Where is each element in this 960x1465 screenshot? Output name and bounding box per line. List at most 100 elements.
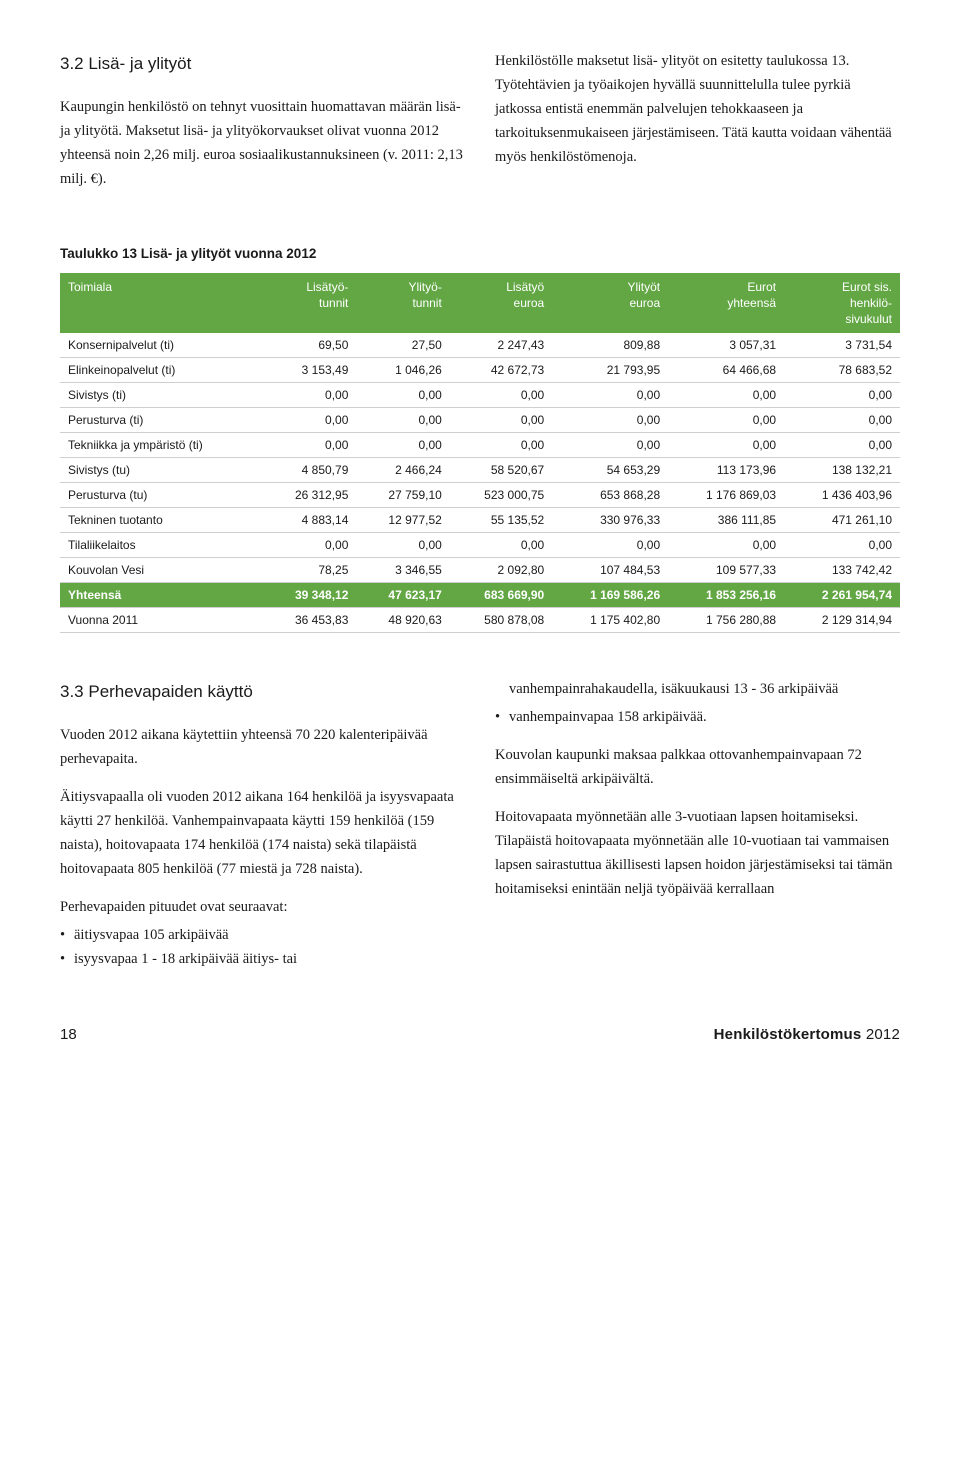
table-cell: 0,00 [450, 408, 552, 433]
table-cell: 1 176 869,03 [668, 483, 784, 508]
table-cell: 0,00 [263, 433, 356, 458]
table-header-cell: Lisätyö-tunnit [263, 273, 356, 334]
table-cell: Perusturva (ti) [60, 408, 263, 433]
table-cell: Kouvolan Vesi [60, 558, 263, 583]
table-cell: 1 169 586,26 [552, 583, 668, 608]
table-header-cell: Ylityö-tunnit [356, 273, 449, 334]
table-cell: 0,00 [668, 533, 784, 558]
table-cell: 809,88 [552, 333, 668, 358]
s33-left-p2: Äitiysvapaalla oli vuoden 2012 aikana 16… [60, 786, 465, 882]
table-cell: 78 683,52 [784, 358, 900, 383]
table-cell: 107 484,53 [552, 558, 668, 583]
table-header-cell: Ylityöteuroa [552, 273, 668, 334]
table-cell: 1 175 402,80 [552, 608, 668, 633]
table-13: ToimialaLisätyö-tunnitYlityö-tunnitLisät… [60, 273, 900, 634]
table-cell: 0,00 [450, 433, 552, 458]
table-cell: 0,00 [552, 408, 668, 433]
table-cell: 1 046,26 [356, 358, 449, 383]
table-row: Perusturva (tu)26 312,9527 759,10523 000… [60, 483, 900, 508]
table-cell: 1 853 256,16 [668, 583, 784, 608]
footer-title: Henkilöstökertomus 2012 [714, 1026, 900, 1043]
s33-right-p2: Hoitovapaata myönnetään alle 3-vuotiaan … [495, 806, 900, 902]
table-cell: 69,50 [263, 333, 356, 358]
table-cell: 0,00 [668, 408, 784, 433]
table-cell: 3 153,49 [263, 358, 356, 383]
table-cell: 54 653,29 [552, 458, 668, 483]
table-cell: 2 261 954,74 [784, 583, 900, 608]
s33-bullet-list-left: äitiysvapaa 105 arkipäivääisyysvapaa 1 -… [60, 924, 465, 972]
table-cell: 0,00 [784, 433, 900, 458]
table-cell: 0,00 [784, 408, 900, 433]
table-cell: 523 000,75 [450, 483, 552, 508]
list-item: äitiysvapaa 105 arkipäivää [60, 924, 465, 948]
table-cell: Tekninen tuotanto [60, 508, 263, 533]
table-cell: Tekniikka ja ympäristö (ti) [60, 433, 263, 458]
table-13-header: ToimialaLisätyö-tunnitYlityö-tunnitLisät… [60, 273, 900, 334]
table-row: Yhteensä39 348,1247 623,17683 669,901 16… [60, 583, 900, 608]
page-footer: 18 Henkilöstökertomus 2012 [60, 1026, 900, 1043]
table-cell: 133 742,42 [784, 558, 900, 583]
table-cell: 0,00 [356, 408, 449, 433]
table-cell: Yhteensä [60, 583, 263, 608]
table-row: Sivistys (tu)4 850,792 466,2458 520,6754… [60, 458, 900, 483]
s32-right-p1: Henkilöstölle maksetut lisä- ylityöt on … [495, 50, 900, 170]
section-3-3-right: vanhempainrahakaudella, isäkuukausi 13 -… [495, 678, 900, 975]
table-row: Konsernipalvelut (ti)69,5027,502 247,438… [60, 333, 900, 358]
table-cell: 0,00 [552, 383, 668, 408]
table-cell: 471 261,10 [784, 508, 900, 533]
section-3-3: 3.3 Perhevapaiden käyttö Vuoden 2012 aik… [60, 678, 900, 975]
table-cell: 0,00 [263, 533, 356, 558]
table-cell: 3 346,55 [356, 558, 449, 583]
table-cell: 138 132,21 [784, 458, 900, 483]
table-13-title: Taulukko 13 Lisä- ja ylityöt vuonna 2012 [60, 246, 900, 261]
section-3-3-left: 3.3 Perhevapaiden käyttö Vuoden 2012 aik… [60, 678, 465, 975]
table-row: Tekninen tuotanto4 883,1412 977,5255 135… [60, 508, 900, 533]
table-cell: Sivistys (ti) [60, 383, 263, 408]
footer-title-rest: 2012 [861, 1026, 900, 1043]
table-cell: 1 436 403,96 [784, 483, 900, 508]
s33-right-continuation: vanhempainrahakaudella, isäkuukausi 13 -… [495, 678, 900, 702]
table-cell: Perusturva (tu) [60, 483, 263, 508]
table-cell: 58 520,67 [450, 458, 552, 483]
table-cell: 55 135,52 [450, 508, 552, 533]
table-cell: 109 577,33 [668, 558, 784, 583]
table-row: Vuonna 201136 453,8348 920,63580 878,081… [60, 608, 900, 633]
s33-right-bullet: vanhempainvapaa 158 arkipäivää. [495, 706, 900, 730]
table-cell: 2 247,43 [450, 333, 552, 358]
section-3-2-left: 3.2 Lisä- ja ylityöt Kaupungin henkilöst… [60, 50, 465, 206]
table-row: Elinkeinopalvelut (ti)3 153,491 046,2642… [60, 358, 900, 383]
table-cell: 27 759,10 [356, 483, 449, 508]
table-cell: 0,00 [784, 383, 900, 408]
list-item: isyysvapaa 1 - 18 arkipäivää äitiys- tai [60, 948, 465, 972]
table-cell: Elinkeinopalvelut (ti) [60, 358, 263, 383]
section-3-2: 3.2 Lisä- ja ylityöt Kaupungin henkilöst… [60, 50, 900, 206]
table-cell: 0,00 [784, 533, 900, 558]
table-cell: 21 793,95 [552, 358, 668, 383]
footer-title-bold: Henkilöstökertomus [714, 1026, 862, 1043]
table-cell: 27,50 [356, 333, 449, 358]
table-cell: 653 868,28 [552, 483, 668, 508]
table-header-cell: Toimiala [60, 273, 263, 334]
table-cell: 0,00 [552, 533, 668, 558]
table-cell: Vuonna 2011 [60, 608, 263, 633]
table-cell: 64 466,68 [668, 358, 784, 383]
table-cell: 580 878,08 [450, 608, 552, 633]
table-cell: 39 348,12 [263, 583, 356, 608]
table-header-cell: Lisätyöeuroa [450, 273, 552, 334]
table-cell: 2 466,24 [356, 458, 449, 483]
table-cell: 1 756 280,88 [668, 608, 784, 633]
table-cell: 0,00 [450, 383, 552, 408]
table-cell: 0,00 [356, 383, 449, 408]
table-row: Tekniikka ja ympäristö (ti)0,000,000,000… [60, 433, 900, 458]
table-cell: 78,25 [263, 558, 356, 583]
table-cell: 48 920,63 [356, 608, 449, 633]
page-number: 18 [60, 1026, 77, 1043]
table-cell: 330 976,33 [552, 508, 668, 533]
table-cell: 0,00 [552, 433, 668, 458]
table-cell: 2 129 314,94 [784, 608, 900, 633]
table-cell: 386 111,85 [668, 508, 784, 533]
s33-left-p1: Vuoden 2012 aikana käytettiin yhteensä 7… [60, 724, 465, 772]
section-3-2-right: Henkilöstölle maksetut lisä- ylityöt on … [495, 50, 900, 206]
table-cell: 0,00 [356, 533, 449, 558]
table-header-cell: Eurotyhteensä [668, 273, 784, 334]
